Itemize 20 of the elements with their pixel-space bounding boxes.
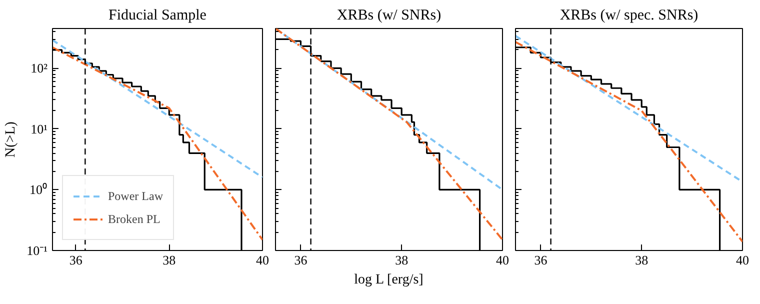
x-tick-label: 40: [496, 252, 509, 268]
x-tick-label: 38: [395, 252, 408, 268]
legend-label: Broken PL: [108, 212, 160, 226]
x-axis-title: log L [erg/s]: [354, 272, 424, 288]
y-tick-label: 10⁰: [30, 182, 48, 198]
x-tick-label: 40: [256, 252, 269, 268]
x-tick-label: 38: [635, 252, 648, 268]
y-tick-label: 10²: [30, 60, 48, 76]
x-tick-label: 38: [162, 252, 176, 268]
legend-label: Power Law: [108, 188, 163, 204]
x-tick-label: 36: [534, 252, 548, 268]
x-tick-label: 40: [736, 252, 749, 268]
x-tick-label: 36: [294, 252, 308, 268]
chart-title: XRBs (w/ SNRs): [336, 8, 442, 24]
chart-title: Fiducial Sample: [108, 8, 207, 24]
chart-title: XRBs (w/ spec. SNRs): [560, 8, 698, 24]
y-tick-label: 10¹: [30, 121, 48, 136]
x-tick-label: 36: [69, 252, 83, 268]
y-axis-title: N(>L): [4, 121, 19, 158]
y-tick-label: 10⁻¹: [26, 243, 48, 258]
